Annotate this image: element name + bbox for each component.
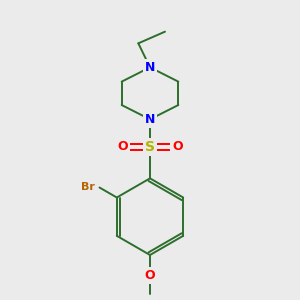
Text: Br: Br — [81, 182, 94, 193]
Text: N: N — [145, 113, 155, 126]
Text: N: N — [145, 61, 155, 74]
Text: O: O — [145, 269, 155, 282]
Text: S: S — [145, 140, 155, 154]
Text: O: O — [117, 140, 128, 153]
Text: O: O — [172, 140, 183, 153]
